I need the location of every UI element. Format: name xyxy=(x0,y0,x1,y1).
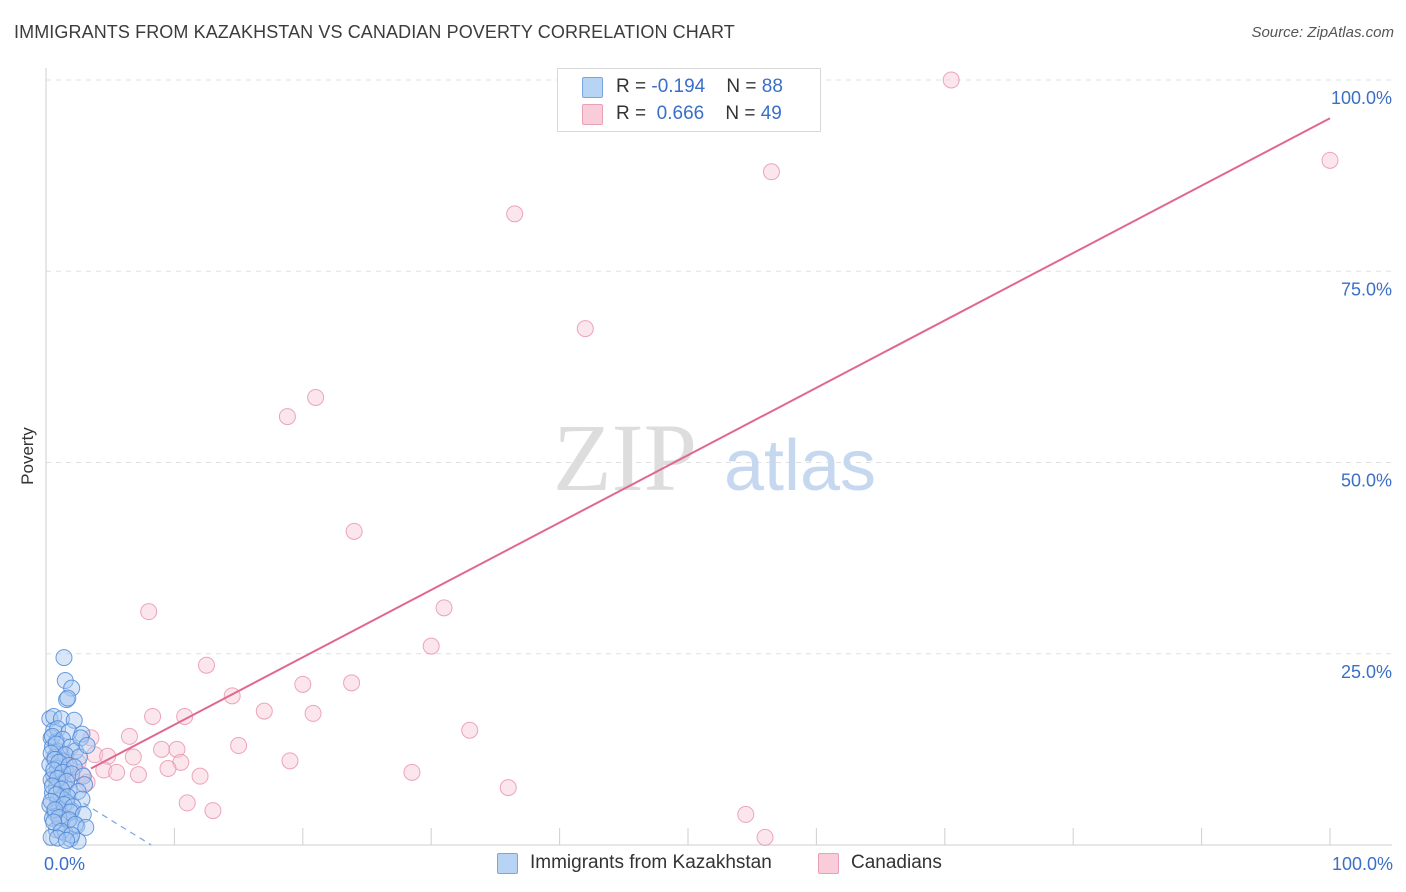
gridlines xyxy=(46,79,1392,655)
canadians-point xyxy=(159,760,177,777)
kazakhstan-point xyxy=(74,767,92,785)
kazakhstan-points xyxy=(41,649,96,850)
blue-swatch xyxy=(497,852,518,874)
canadians-point xyxy=(191,767,209,785)
kazakhstan-point xyxy=(43,727,61,745)
pink-swatch xyxy=(818,852,839,874)
canadians-point xyxy=(737,805,755,823)
y-tick-label: 75.0% xyxy=(1341,279,1392,299)
kazakhstan-point xyxy=(50,808,68,826)
canadians-point xyxy=(82,729,100,747)
legend-n-label: N = xyxy=(726,76,762,97)
legend-r-value: -0.194 xyxy=(651,76,706,97)
legend-r-label: R = xyxy=(616,76,652,97)
canadians-point xyxy=(108,763,126,781)
kazakhstan-point xyxy=(78,737,96,755)
kazakhstan-point xyxy=(59,689,77,707)
canadians-point xyxy=(304,704,322,722)
kazakhstan-point xyxy=(58,831,76,849)
y-tick-label: 50.0% xyxy=(1341,471,1392,491)
canadians-point xyxy=(307,388,325,406)
canadians-point xyxy=(120,727,138,745)
pink-swatch xyxy=(582,103,603,125)
canadians-point xyxy=(403,763,421,781)
tick-labels: 25.0% 50.0% 75.0% 100.0% 0.0% 100.0% xyxy=(44,88,1393,874)
canadians-point xyxy=(576,320,594,338)
canadians-point xyxy=(140,603,158,621)
canadians-point xyxy=(153,740,171,758)
canadians-point xyxy=(343,674,361,692)
kazakhstan-point xyxy=(76,776,94,794)
correlation-legend: R = -0.194 N = 88 R = 0.666 N = 49 xyxy=(557,68,821,132)
legend-n-value: 88 xyxy=(761,76,783,97)
legend-label: Canadians xyxy=(851,852,942,873)
canadians-point xyxy=(278,408,296,426)
watermark: ZIP atlas xyxy=(553,404,876,511)
canadians-point xyxy=(168,740,186,758)
axes xyxy=(45,68,1392,846)
canadians-point xyxy=(178,794,196,812)
canadians-point xyxy=(1321,151,1339,169)
canadians-point xyxy=(435,599,453,617)
canadians-point xyxy=(281,752,299,770)
kazakhstan-point xyxy=(55,649,73,667)
canadians-point xyxy=(422,637,440,655)
kazakhstan-trend-line xyxy=(45,779,152,846)
canadians-point xyxy=(223,687,241,705)
canadians-point xyxy=(461,721,479,739)
canadians-trend-line xyxy=(90,117,1331,770)
x-tick-label-max: 100.0% xyxy=(1332,854,1393,874)
series-legend: Immigrants from Kazakhstan Canadians xyxy=(0,852,1406,876)
canadians-point xyxy=(499,779,517,797)
kazakhstan-point xyxy=(67,815,85,833)
canadians-point xyxy=(762,163,780,181)
kazakhstan-point xyxy=(52,710,70,728)
legend-item-canadians[interactable]: Canadians xyxy=(818,852,942,874)
y-tick-label: 100.0% xyxy=(1331,88,1392,108)
legend-label: Immigrants from Kazakhstan xyxy=(530,852,772,873)
source-credit: Source: ZipAtlas.com xyxy=(1251,24,1394,41)
legend-r-value: 0.666 xyxy=(656,103,705,124)
x-tick-label-min: 0.0% xyxy=(44,854,85,874)
blue-swatch xyxy=(582,76,603,98)
canadians-point xyxy=(506,205,524,223)
canadians-point xyxy=(129,766,147,784)
kazakhstan-point xyxy=(77,818,95,836)
canadians-point xyxy=(294,675,312,693)
canadians-point xyxy=(230,737,248,755)
canadians-point xyxy=(198,656,215,674)
trend-lines xyxy=(45,117,1331,846)
legend-item-kazakhstan[interactable]: Immigrants from Kazakhstan xyxy=(497,852,772,874)
legend-n-label: N = xyxy=(725,103,761,124)
canadians-point xyxy=(255,702,273,720)
watermark-atlas: atlas xyxy=(724,426,876,506)
canadians-point xyxy=(942,71,960,89)
y-tick-label: 25.0% xyxy=(1341,662,1392,682)
chart-title: IMMIGRANTS FROM KAZAKHSTAN VS CANADIAN P… xyxy=(14,22,735,42)
canadians-point xyxy=(144,707,162,725)
canadians-point xyxy=(345,522,363,540)
watermark-zip: ZIP xyxy=(553,404,697,511)
legend-n-value: 49 xyxy=(760,103,782,124)
kazakhstan-point xyxy=(63,826,81,844)
canadians-point xyxy=(124,748,142,766)
canadians-point xyxy=(204,802,222,820)
legend-r-label: R = xyxy=(616,103,652,124)
kazakhstan-point xyxy=(42,792,60,810)
canadians-point xyxy=(756,828,774,846)
